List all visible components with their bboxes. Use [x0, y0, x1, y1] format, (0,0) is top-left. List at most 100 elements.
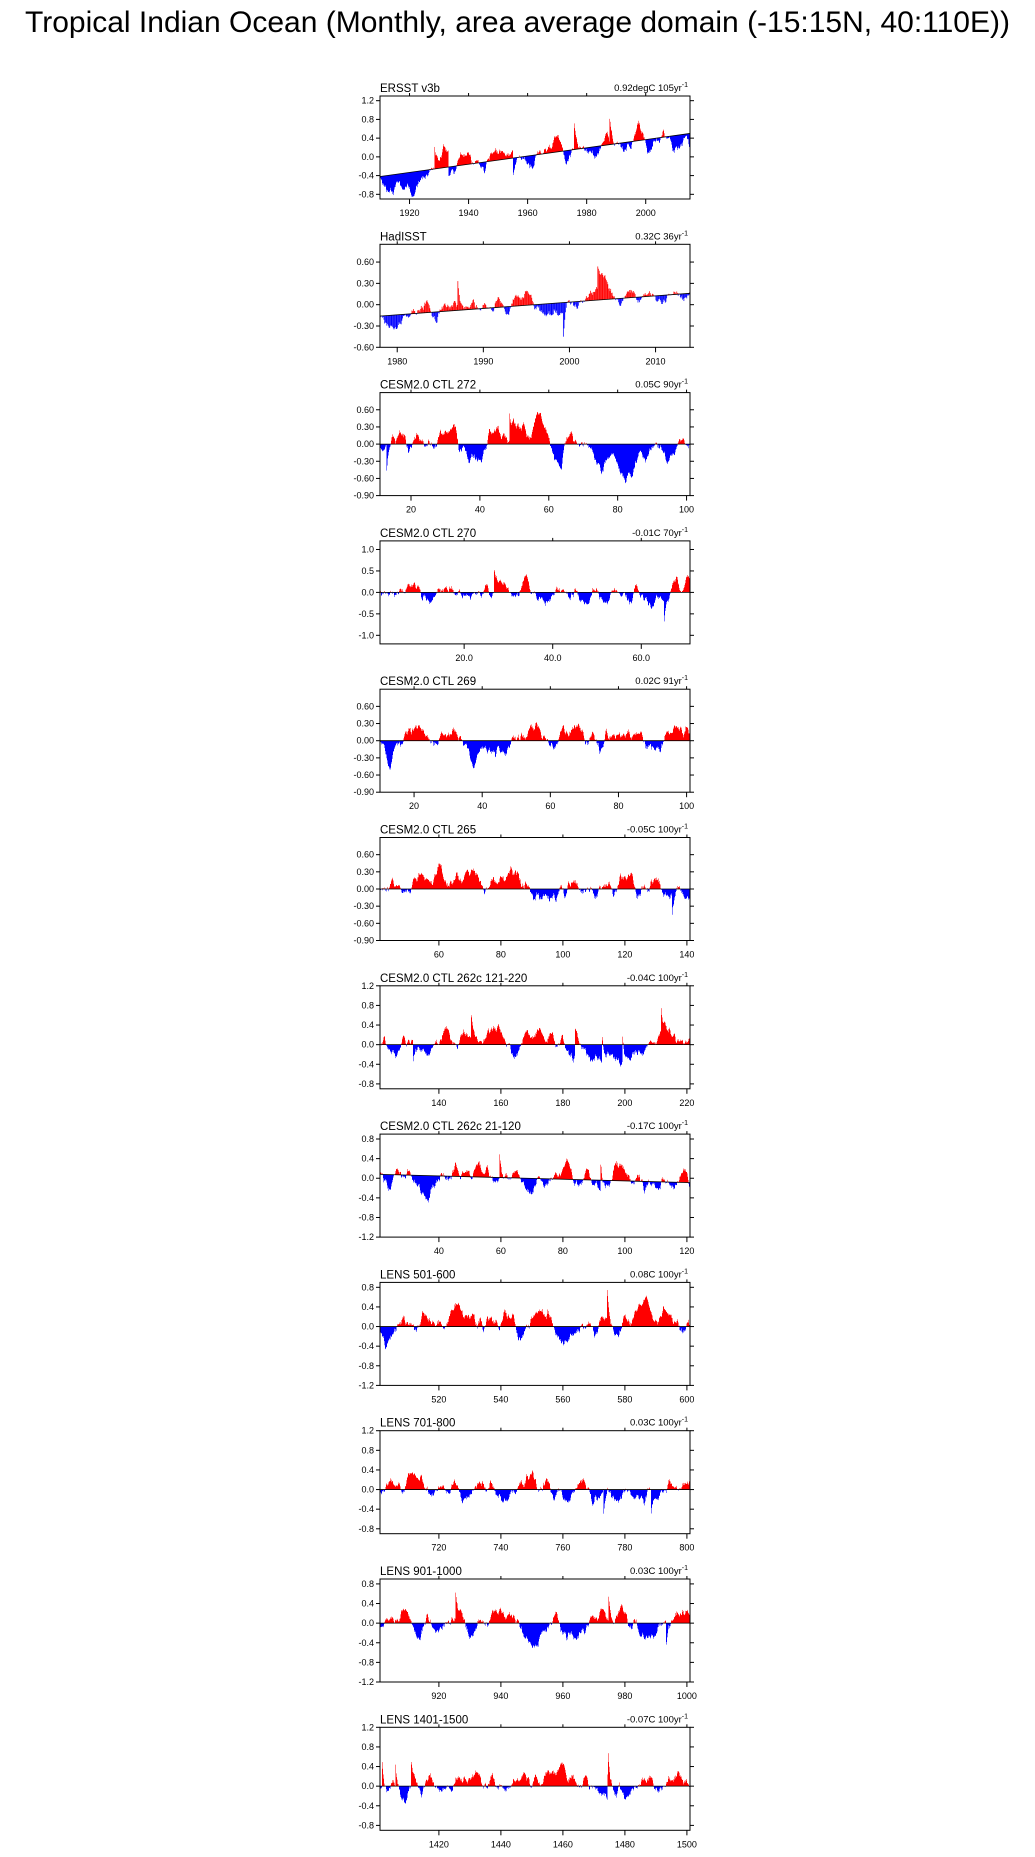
anomaly-bar: [659, 1033, 660, 1045]
anomaly-bar: [656, 1042, 657, 1045]
anomaly-bar: [421, 1044, 422, 1052]
anomaly-bar: [454, 1169, 455, 1177]
anomaly-bar: [466, 1170, 467, 1177]
anomaly-bar: [556, 1173, 557, 1180]
anomaly-bar: [645, 1181, 646, 1191]
anomaly-bar: [499, 1026, 500, 1045]
anomaly-bar: [605, 135, 606, 146]
anomaly-bar: [508, 740, 509, 748]
anomaly-bar: [586, 1044, 587, 1056]
anomaly-bar: [496, 1177, 497, 1182]
anomaly-bar: [528, 435, 529, 445]
anomaly-bar: [412, 585, 413, 593]
anomaly-bar: [663, 889, 664, 897]
anomaly-bar: [534, 422, 535, 445]
anomaly-bar: [641, 444, 642, 453]
anomaly-bar: [569, 150, 570, 156]
anomaly-bar: [658, 444, 659, 449]
anomaly-bar: [415, 587, 416, 593]
anomaly-bar: [432, 885, 433, 889]
anomaly-bar: [677, 727, 678, 741]
anomaly-bar: [551, 444, 552, 449]
anomaly-bar: [622, 142, 623, 147]
anomaly-bar: [455, 166, 456, 171]
anomaly-bar: [471, 1015, 472, 1045]
anomaly-bar: [469, 874, 470, 889]
anomaly-bar: [494, 571, 495, 593]
anomaly-bar: [385, 1043, 386, 1045]
anomaly-bar: [437, 740, 438, 746]
anomaly-bar: [540, 152, 541, 155]
anomaly-bar: [448, 167, 449, 176]
anomaly-bar: [395, 1044, 396, 1056]
anomaly-bar: [423, 730, 424, 741]
anomaly-bar: [502, 1173, 503, 1178]
anomaly-bar: [481, 162, 482, 169]
anomaly-bar: [463, 879, 464, 889]
anomaly-bar: [404, 889, 405, 892]
anomaly-bar: [463, 156, 464, 165]
anomaly-bar: [493, 1177, 494, 1181]
anomaly-bar: [631, 141, 632, 145]
anomaly-bar: [589, 737, 590, 741]
anomaly-bar: [410, 313, 411, 316]
anomaly-bar: [477, 1040, 478, 1045]
anomaly-bar: [448, 433, 449, 445]
anomaly-bar: [568, 150, 569, 159]
anomaly-bar: [606, 731, 607, 741]
anomaly-bar: [669, 889, 670, 898]
anomaly-bar: [616, 444, 617, 463]
anomaly-bar: [651, 740, 652, 750]
anomaly-bar: [525, 737, 526, 741]
anomaly-bar: [476, 740, 477, 758]
anomaly-bar: [496, 882, 497, 889]
anomaly-bar: [687, 1042, 688, 1045]
anomaly-bar: [611, 131, 612, 145]
anomaly-bar: [489, 592, 490, 596]
anomaly-bar: [678, 135, 679, 147]
anomaly-bar: [580, 300, 581, 302]
anomaly-bar: [533, 889, 534, 900]
anomaly-bar: [414, 877, 415, 889]
anomaly-bar: [487, 740, 488, 753]
anomaly-bar: [686, 577, 687, 593]
anomaly-bar: [493, 307, 495, 311]
anomaly-bar: [400, 1044, 401, 1048]
y-tick-label: 0.0: [361, 587, 374, 597]
anomaly-bar: [559, 302, 561, 315]
anomaly-bar: [658, 740, 659, 749]
anomaly-bar: [512, 422, 513, 445]
anomaly-bar: [599, 887, 600, 889]
anomaly-bar: [472, 444, 473, 457]
anomaly-bar: [573, 148, 574, 150]
anomaly-bar: [558, 590, 559, 593]
anomaly-bar: [679, 294, 681, 298]
anomaly-bar: [604, 592, 605, 603]
anomaly-bar: [538, 1176, 539, 1179]
anomaly-bar: [562, 444, 563, 464]
anomaly-bar: [466, 592, 467, 594]
anomaly-bar: [621, 1044, 622, 1065]
anomaly-bar: [580, 1179, 581, 1184]
anomaly-bar: [553, 740, 554, 750]
anomaly-bar: [500, 1032, 501, 1045]
anomaly-bar: [578, 1038, 579, 1045]
anomaly-bar: [678, 729, 679, 741]
anomaly-bar: [595, 444, 596, 460]
x-tick-label: 1940: [459, 208, 479, 218]
anomaly-bar: [501, 740, 502, 753]
anomaly-bar: [422, 1175, 423, 1194]
anomaly-bar: [418, 725, 419, 741]
anomaly-bar: [465, 592, 466, 596]
anomaly-bar: [483, 304, 485, 309]
anomaly-bar: [619, 1163, 620, 1181]
anomaly-bar: [486, 887, 487, 889]
anomaly-bar: [485, 161, 486, 169]
anomaly-bar: [599, 146, 600, 149]
anomaly-bar: [432, 168, 433, 170]
anomaly-bar: [617, 444, 618, 463]
anomaly-bar: [533, 592, 534, 594]
anomaly-bar: [621, 736, 622, 741]
anomaly-bar: [402, 1174, 403, 1177]
anomaly-bar: [534, 591, 535, 593]
